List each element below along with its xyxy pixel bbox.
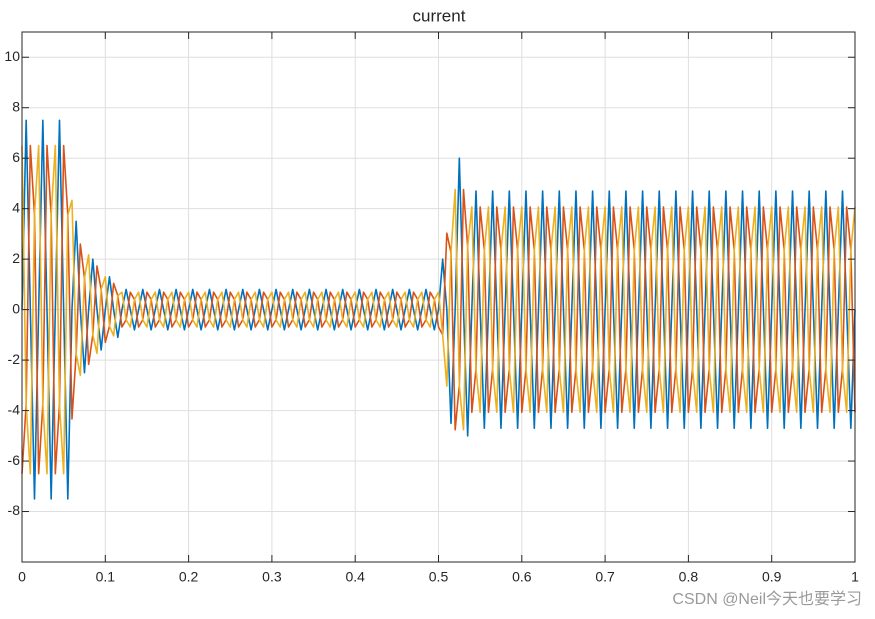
x-tick-label: 0.1 <box>96 569 116 585</box>
x-tick-label: 0.5 <box>429 569 449 585</box>
y-tick-label: -8 <box>8 502 21 518</box>
x-tick-label: 1 <box>851 569 859 585</box>
x-tick-label: 0.8 <box>679 569 699 585</box>
x-tick-label: 0.9 <box>762 569 782 585</box>
y-tick-label: 2 <box>12 250 20 266</box>
series-line <box>21 144 856 475</box>
y-tick-label: 8 <box>12 98 20 114</box>
x-tick-label: 0.7 <box>595 569 615 585</box>
series-line <box>21 119 856 500</box>
x-tick-label: 0 <box>18 569 26 585</box>
y-tick-label: 10 <box>4 48 20 64</box>
watermark: CSDN @Neil今天也要学习 <box>672 590 862 608</box>
y-tick-label: -2 <box>8 351 21 367</box>
y-tick-label: 4 <box>12 199 20 215</box>
ticks: 0 0.1 0.2 0.3 0.4 0.5 0.6 0.7 0.8 0.9 1 -8 -6 -4 -2 0 2 4… <box>4 32 859 585</box>
x-tick-label: 0.3 <box>262 569 282 585</box>
y-tick-label: 6 <box>12 149 20 165</box>
y-tick-label: 0 <box>12 300 20 316</box>
plot-area <box>21 119 856 500</box>
chart-title: current <box>413 6 466 25</box>
x-tick-label: 0.4 <box>345 569 365 585</box>
x-tick-label: 0.6 <box>512 569 532 585</box>
x-tick-label: 0.2 <box>179 569 199 585</box>
series-line <box>21 144 856 475</box>
y-tick-label: -4 <box>8 401 21 417</box>
y-tick-label: -6 <box>8 452 21 468</box>
